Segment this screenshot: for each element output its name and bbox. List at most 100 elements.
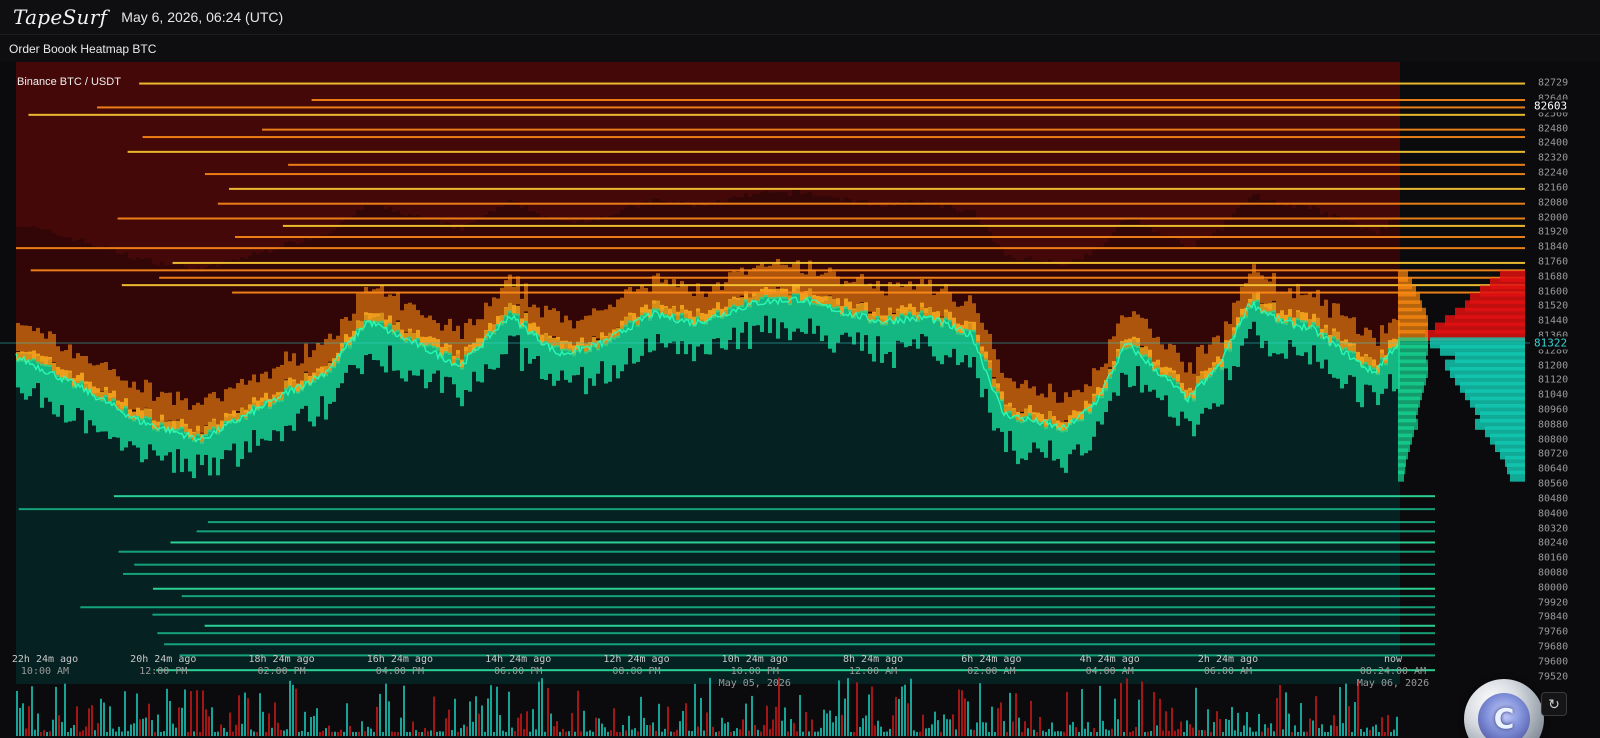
app-logo[interactable]: TapeSurf <box>13 5 108 29</box>
orderbook-heatmap-chart[interactable]: Binance BTC / USDT 827298264082560824808… <box>0 62 1600 738</box>
bid-liquidity-band <box>52 370 56 415</box>
ask-near-band <box>592 337 596 348</box>
ask-liquidity-band <box>1060 402 1064 431</box>
buy-volume-bar <box>1099 685 1101 736</box>
bid-liquidity-band <box>1248 306 1252 330</box>
bid-liquidity-band <box>760 296 764 333</box>
ask-zone-deep <box>280 62 284 249</box>
bid-depth-bar <box>1455 352 1525 364</box>
ask-near-band <box>936 311 940 322</box>
bid-zone-column <box>704 323 708 684</box>
buy-volume-bar <box>52 719 54 736</box>
bid-zone-column <box>584 353 588 684</box>
ask-zone-column <box>304 62 308 383</box>
bid-liquidity-band <box>912 314 916 340</box>
ask-zone-column <box>772 62 776 300</box>
buy-volume-bar <box>799 695 801 736</box>
buy-volume-bar <box>289 680 291 736</box>
ask-zone-column <box>1140 62 1144 358</box>
bid-zone-column <box>224 422 228 684</box>
bid-zone-column <box>1244 318 1248 684</box>
ask-order-line <box>121 284 1525 287</box>
ask-near-band <box>448 344 452 355</box>
buy-volume-bar <box>175 727 177 736</box>
ask-liquidity-band <box>524 283 528 312</box>
ask-liquidity-band <box>356 293 360 322</box>
ask-liquidity-band <box>1088 386 1092 415</box>
buy-volume-bar <box>259 693 261 736</box>
ask-near-band <box>292 379 296 390</box>
ask-zone-column <box>440 62 444 357</box>
ask-zone-deep <box>876 62 880 203</box>
ask-near-band <box>40 355 44 366</box>
price-tick-label: 79520 <box>1538 671 1569 683</box>
ask-liquidity-band <box>844 280 848 309</box>
ask-liquidity-band <box>692 296 696 325</box>
bid-liquidity-band <box>584 351 588 395</box>
bid-zone-column <box>308 385 312 684</box>
ask-liquidity-band <box>1320 305 1324 334</box>
bid-zone-column <box>880 325 884 684</box>
ask-zone-deep <box>228 62 232 261</box>
sell-volume-bar <box>1369 729 1371 736</box>
ask-near-band <box>360 321 364 332</box>
bid-zone-column <box>1352 353 1356 684</box>
ask-depth-bar <box>1470 292 1525 304</box>
ask-near-band <box>600 332 604 343</box>
bid-liquidity-band <box>1308 327 1312 365</box>
buy-volume-bar <box>286 729 288 736</box>
ask-near-band <box>296 383 300 394</box>
bid-liquidity-band <box>1072 418 1076 450</box>
price-tick-label: 81760 <box>1538 256 1569 268</box>
buy-volume-bar <box>727 722 729 736</box>
ask-zone-column <box>80 62 84 383</box>
ask-liquidity-band <box>44 338 48 367</box>
bid-liquidity-band <box>64 378 68 423</box>
ask-zone-deep <box>1380 62 1384 226</box>
bid-zone-column <box>756 302 760 684</box>
bid-liquidity-band <box>544 341 548 381</box>
bid-zone-column <box>332 368 336 684</box>
bid-liquidity-band <box>1336 339 1340 379</box>
bid-depth-bar <box>1450 367 1525 378</box>
bid-zone-column <box>268 408 272 684</box>
sell-volume-bar <box>874 725 876 736</box>
bid-zone-column <box>856 314 860 684</box>
ask-zone-deep <box>152 62 156 265</box>
ask-zone-column <box>1184 62 1188 400</box>
ask-liquidity-band <box>1384 333 1388 362</box>
ask-zone-column <box>1320 62 1324 339</box>
ask-near-band <box>1116 348 1120 359</box>
ask-near-band <box>1092 393 1096 404</box>
buy-volume-bar <box>832 722 834 736</box>
heatmap-svg[interactable] <box>0 62 1600 738</box>
buy-volume-bar <box>859 726 861 736</box>
ask-zone-deep <box>460 62 464 232</box>
buy-volume-bar <box>160 731 162 736</box>
bid-liquidity-band <box>520 326 524 371</box>
ask-liquidity-band <box>304 343 308 372</box>
bid-liquidity-band <box>148 417 152 445</box>
ask-near-band <box>732 296 736 307</box>
buy-volume-bar <box>439 731 441 736</box>
ask-zone-deep <box>1208 62 1212 236</box>
ask-depth-bar <box>1435 322 1525 334</box>
sell-volume-bar <box>787 731 789 736</box>
ask-liquidity-band <box>724 282 728 311</box>
ask-near-band <box>1384 355 1388 366</box>
buy-volume-bar <box>1033 729 1035 736</box>
ask-zone-deep <box>624 62 628 208</box>
ask-near-band <box>816 295 820 306</box>
ask-liquidity-band <box>48 331 52 360</box>
bid-liquidity-band <box>1384 363 1388 389</box>
buy-volume-bar <box>355 731 357 736</box>
ask-zone-deep <box>544 62 548 217</box>
depth-near-segment <box>1398 315 1428 327</box>
sync-button[interactable]: ↻ <box>1541 692 1567 716</box>
buy-volume-bar <box>61 721 63 736</box>
ask-liquidity-band <box>924 284 928 313</box>
ask-liquidity-band <box>436 323 440 352</box>
bid-zone-column <box>48 367 52 684</box>
bid-zone-column <box>992 388 996 684</box>
ask-zone-deep <box>404 62 408 217</box>
